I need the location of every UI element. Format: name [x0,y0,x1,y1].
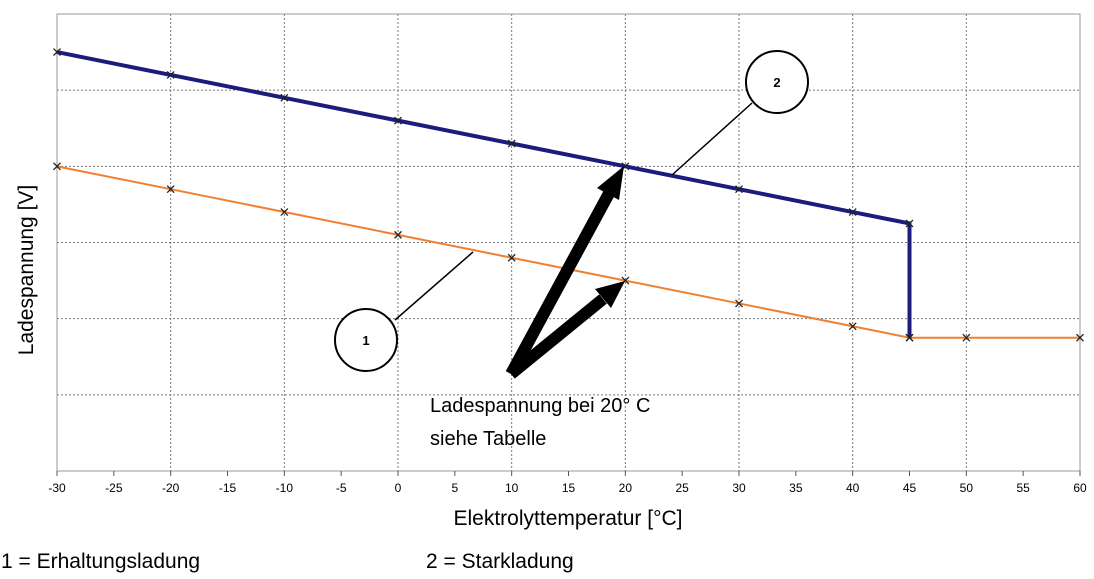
data-point-marker-1 [507,253,516,262]
arrow-head-upper [597,166,624,200]
leader-line-1 [394,251,474,321]
data-point-marker-2 [53,48,61,57]
data-point-marker-2 [394,116,402,125]
data-point-marker-1 [1076,333,1084,342]
data-point-marker-1 [848,322,857,331]
x-tick-label: 15 [562,481,576,495]
data-point-marker-2 [166,70,175,79]
x-axis-title: Elektrolyttemperatur [°C] [454,507,683,530]
data-point-marker-2 [280,93,289,102]
x-tick-label: -10 [276,481,294,495]
series-line-1 [56,165,1080,339]
data-point-marker-1 [280,208,289,216]
data-series [53,48,1084,342]
annotations: 1 2 Ladespannung bei 20° C siehe Tabelle [334,50,809,450]
label-circle-1-text: 1 [362,333,369,348]
arrow-shaft-lower [507,294,607,379]
x-tick-label: 20 [619,481,633,495]
x-tick-label: -5 [336,481,347,495]
x-tick-label: 30 [732,481,746,495]
data-point-marker-2 [735,185,743,194]
x-tick-label: 25 [675,481,689,495]
legend-item-2: 2 = Starkladung [426,550,574,573]
x-tick-label: 40 [846,481,860,495]
data-point-marker-1 [166,185,175,194]
x-tick-label: -20 [162,481,180,495]
label-circle-1 [334,308,398,372]
legend-item-1: 1 = Erhaltungsladung [1,550,201,573]
x-tick-label: 5 [451,481,458,495]
x-tick-label: 45 [903,481,917,495]
x-tick-label: 10 [505,481,519,495]
x-tick-label: 35 [789,481,803,495]
label-circle-2-text: 2 [773,75,780,90]
data-point-marker-1 [735,299,743,308]
arrow-head-lower [595,281,625,308]
note-line-2: siehe Tabelle [430,428,546,450]
data-point-marker-2 [507,139,516,148]
series-line-2 [56,50,912,338]
x-tick-label: -25 [105,481,123,495]
data-point-marker-1 [394,230,402,239]
x-tick-label: -15 [219,481,237,495]
x-tick-label: -30 [48,481,66,495]
x-tick-labels: -30 -25 -20 -15 -10 -5 0 5 10 15 20 25 30 35 40 45 50 55 6… [48,471,1087,495]
arrow-shaft-upper [505,183,619,377]
leader-line-2 [671,102,753,176]
charging-voltage-chart: -30 -25 -20 -15 -10 -5 0 5 10 15 20 25 30 35 40 45 50 55 6… [15,13,1087,530]
data-point-marker-2 [905,219,914,228]
data-point-marker-2 [848,208,857,216]
x-tick-label: 0 [395,481,402,495]
x-tick-label: 50 [960,481,974,495]
x-tick-label: 55 [1016,481,1030,495]
note-line-1: Ladespannung bei 20° C [430,395,650,417]
data-point-marker-1 [53,162,61,171]
data-point-marker-1 [962,333,971,342]
label-circle-2 [745,50,809,114]
x-tick-label: 60 [1073,481,1087,495]
y-axis-title: Ladespannung [V] [15,185,38,355]
data-point-marker-2 [905,333,914,342]
